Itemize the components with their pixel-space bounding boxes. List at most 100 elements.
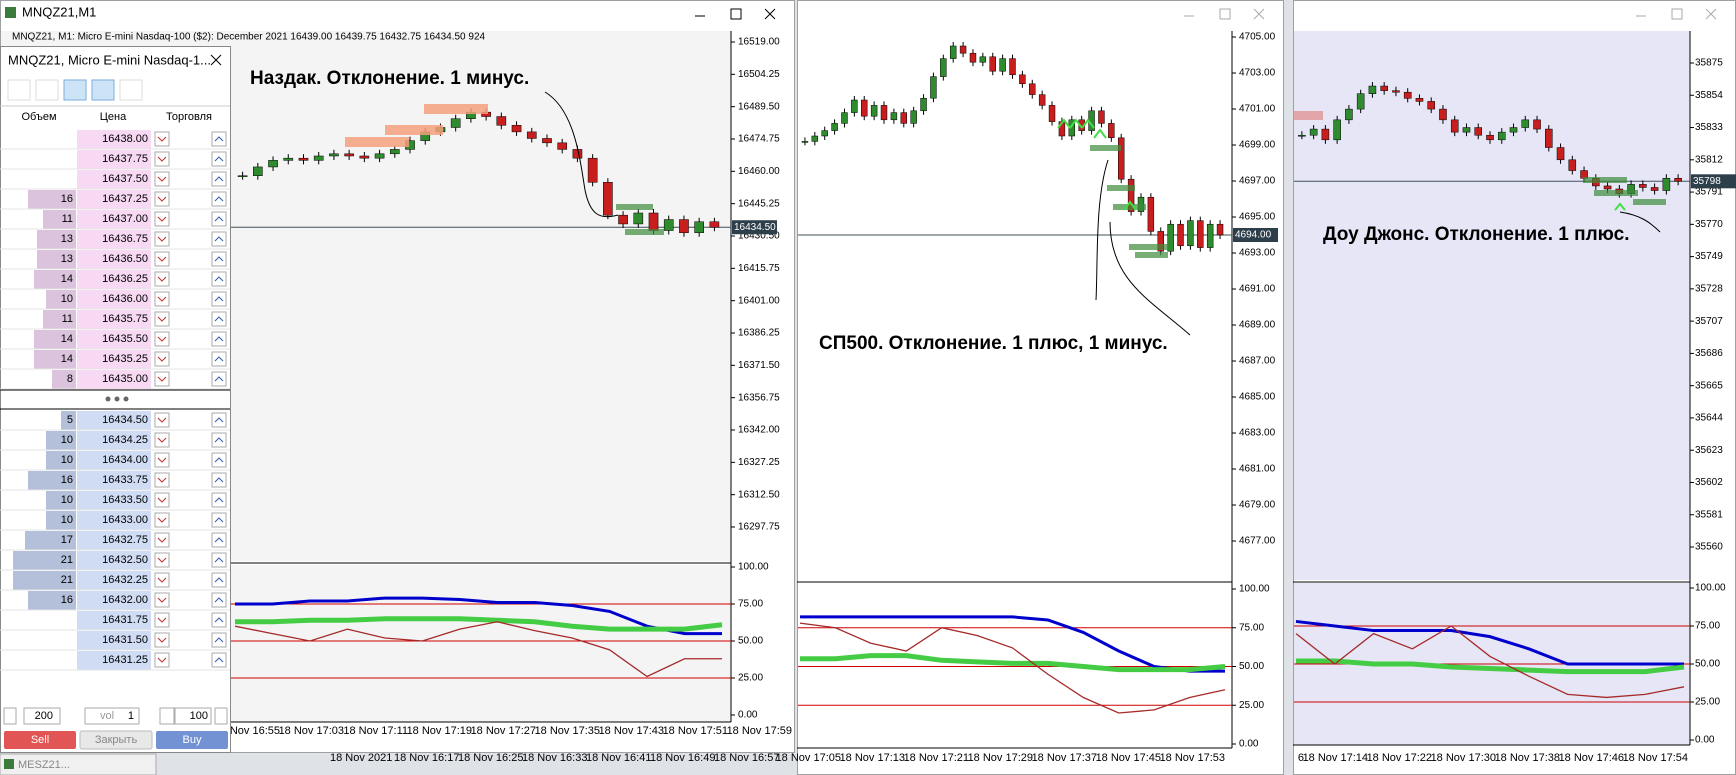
order-dropdown[interactable] — [211, 211, 227, 227]
indicator-line — [1296, 658, 1685, 675]
order-dropdown[interactable] — [154, 532, 170, 548]
input-box[interactable] — [3, 707, 17, 725]
price: 16432.50 — [102, 554, 148, 566]
order-dropdown[interactable] — [211, 171, 227, 187]
y-tick-label: 4693.00 — [1239, 248, 1276, 259]
zone — [1107, 185, 1135, 191]
y-tick-label: 100.00 — [1239, 584, 1270, 595]
order-dropdown[interactable] — [154, 572, 170, 588]
order-dropdown[interactable] — [154, 592, 170, 608]
time-label: 18 Nov 17:11 — [343, 725, 408, 737]
order-dropdown[interactable] — [211, 131, 227, 147]
input-box[interactable] — [159, 707, 175, 725]
order-dropdown[interactable] — [154, 371, 170, 387]
order-dropdown[interactable] — [211, 432, 227, 448]
order-dropdown[interactable] — [154, 211, 170, 227]
toolbar-button[interactable] — [119, 79, 143, 101]
dropdown-arrow — [214, 356, 224, 362]
y-tick-label: 16519.00 — [738, 37, 780, 48]
order-dropdown[interactable] — [154, 251, 170, 267]
order-dropdown[interactable] — [154, 552, 170, 568]
order-dropdown[interactable] — [154, 632, 170, 648]
order-dropdown[interactable] — [211, 251, 227, 267]
price-cell — [77, 631, 151, 650]
toolbar-button[interactable] — [63, 79, 87, 101]
order-dropdown[interactable] — [211, 652, 227, 668]
dropdown-arrow — [214, 156, 224, 162]
candle — [1650, 187, 1659, 191]
candle — [959, 45, 967, 54]
close-button[interactable] — [764, 8, 776, 20]
sell-label[interactable]: Sell — [31, 734, 49, 746]
candle — [811, 135, 819, 142]
order-dropdown[interactable] — [211, 552, 227, 568]
order-dropdown[interactable] — [211, 151, 227, 167]
minimized-window[interactable] — [0, 753, 157, 775]
order-dropdown[interactable] — [211, 612, 227, 628]
order-dropdown[interactable] — [154, 171, 170, 187]
sell-button[interactable] — [4, 731, 76, 749]
candle — [1048, 105, 1056, 122]
order-dropdown[interactable] — [211, 291, 227, 307]
order-dropdown[interactable] — [211, 271, 227, 287]
toolbar-button[interactable] — [91, 79, 115, 101]
order-dropdown[interactable] — [211, 472, 227, 488]
order-dropdown[interactable] — [154, 231, 170, 247]
order-dropdown[interactable] — [211, 512, 227, 528]
order-dropdown[interactable] — [154, 291, 170, 307]
dropdown-arrow — [157, 156, 167, 162]
order-dropdown[interactable] — [154, 612, 170, 628]
time-label: 18 Nov 17:59 — [727, 725, 792, 737]
candle — [831, 123, 838, 131]
order-dropdown[interactable] — [154, 452, 170, 468]
order-dropdown[interactable] — [154, 432, 170, 448]
order-dropdown[interactable] — [211, 452, 227, 468]
input-box[interactable] — [214, 707, 228, 725]
minimized-title[interactable]: MESZ21... — [18, 759, 70, 771]
order-dropdown[interactable] — [154, 151, 170, 167]
close-button[interactable] — [1253, 8, 1265, 20]
dom-close[interactable] — [210, 54, 222, 66]
order-dropdown[interactable] — [154, 472, 170, 488]
order-dropdown[interactable] — [154, 331, 170, 347]
buy-button[interactable] — [156, 731, 228, 749]
order-dropdown[interactable] — [211, 572, 227, 588]
dropdown-arrow — [214, 236, 224, 242]
order-dropdown[interactable] — [211, 492, 227, 508]
order-dropdown[interactable] — [211, 632, 227, 648]
order-dropdown[interactable] — [154, 652, 170, 668]
maximize-button[interactable] — [1219, 8, 1231, 20]
order-dropdown[interactable] — [211, 231, 227, 247]
order-dropdown[interactable] — [211, 412, 227, 428]
close-position-label[interactable]: Закрыть — [95, 734, 138, 746]
order-dropdown[interactable] — [154, 131, 170, 147]
toolbar-button[interactable] — [7, 79, 31, 101]
order-dropdown[interactable] — [154, 412, 170, 428]
order-dropdown[interactable] — [154, 351, 170, 367]
volume-bar — [46, 511, 76, 530]
order-dropdown[interactable] — [154, 191, 170, 207]
close-position-button[interactable] — [79, 730, 153, 750]
close-button[interactable] — [1705, 8, 1717, 20]
order-dropdown[interactable] — [154, 492, 170, 508]
dropdown-arrow — [214, 276, 224, 282]
order-dropdown[interactable] — [211, 592, 227, 608]
order-dropdown[interactable] — [211, 331, 227, 347]
order-dropdown[interactable] — [211, 371, 227, 387]
toolbar-button[interactable] — [35, 79, 59, 101]
order-dropdown[interactable] — [154, 311, 170, 327]
maximize-button[interactable] — [1671, 8, 1683, 20]
order-dropdown[interactable] — [154, 271, 170, 287]
order-dropdown[interactable] — [154, 512, 170, 528]
buy-label[interactable]: Buy — [183, 734, 202, 746]
input-box[interactable] — [84, 707, 140, 725]
order-dropdown[interactable] — [211, 351, 227, 367]
input-box[interactable] — [23, 707, 61, 725]
order-dropdown[interactable] — [211, 191, 227, 207]
maximize-button[interactable] — [730, 8, 742, 20]
order-dropdown[interactable] — [211, 532, 227, 548]
indicator-line — [235, 596, 722, 636]
input-box[interactable] — [174, 707, 212, 725]
order-dropdown[interactable] — [211, 311, 227, 327]
